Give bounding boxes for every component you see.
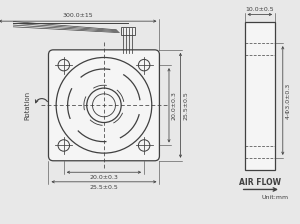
Text: Unit:mm: Unit:mm xyxy=(261,195,289,200)
Bar xyxy=(244,22,275,170)
Bar xyxy=(121,27,135,34)
FancyBboxPatch shape xyxy=(49,50,159,161)
Text: 4-Φ3.0±0.3: 4-Φ3.0±0.3 xyxy=(286,82,291,119)
Text: 300.0±15: 300.0±15 xyxy=(62,13,93,18)
Text: AIR FLOW: AIR FLOW xyxy=(239,178,281,187)
Text: 20.0±0.3: 20.0±0.3 xyxy=(172,91,177,120)
Text: 20.0±0.3: 20.0±0.3 xyxy=(89,175,118,180)
Text: Rotation: Rotation xyxy=(25,91,31,120)
Text: 25.5±0.5: 25.5±0.5 xyxy=(90,185,118,190)
Text: 25.5±0.5: 25.5±0.5 xyxy=(183,91,188,120)
Text: 10.0±0.5: 10.0±0.5 xyxy=(245,6,274,12)
